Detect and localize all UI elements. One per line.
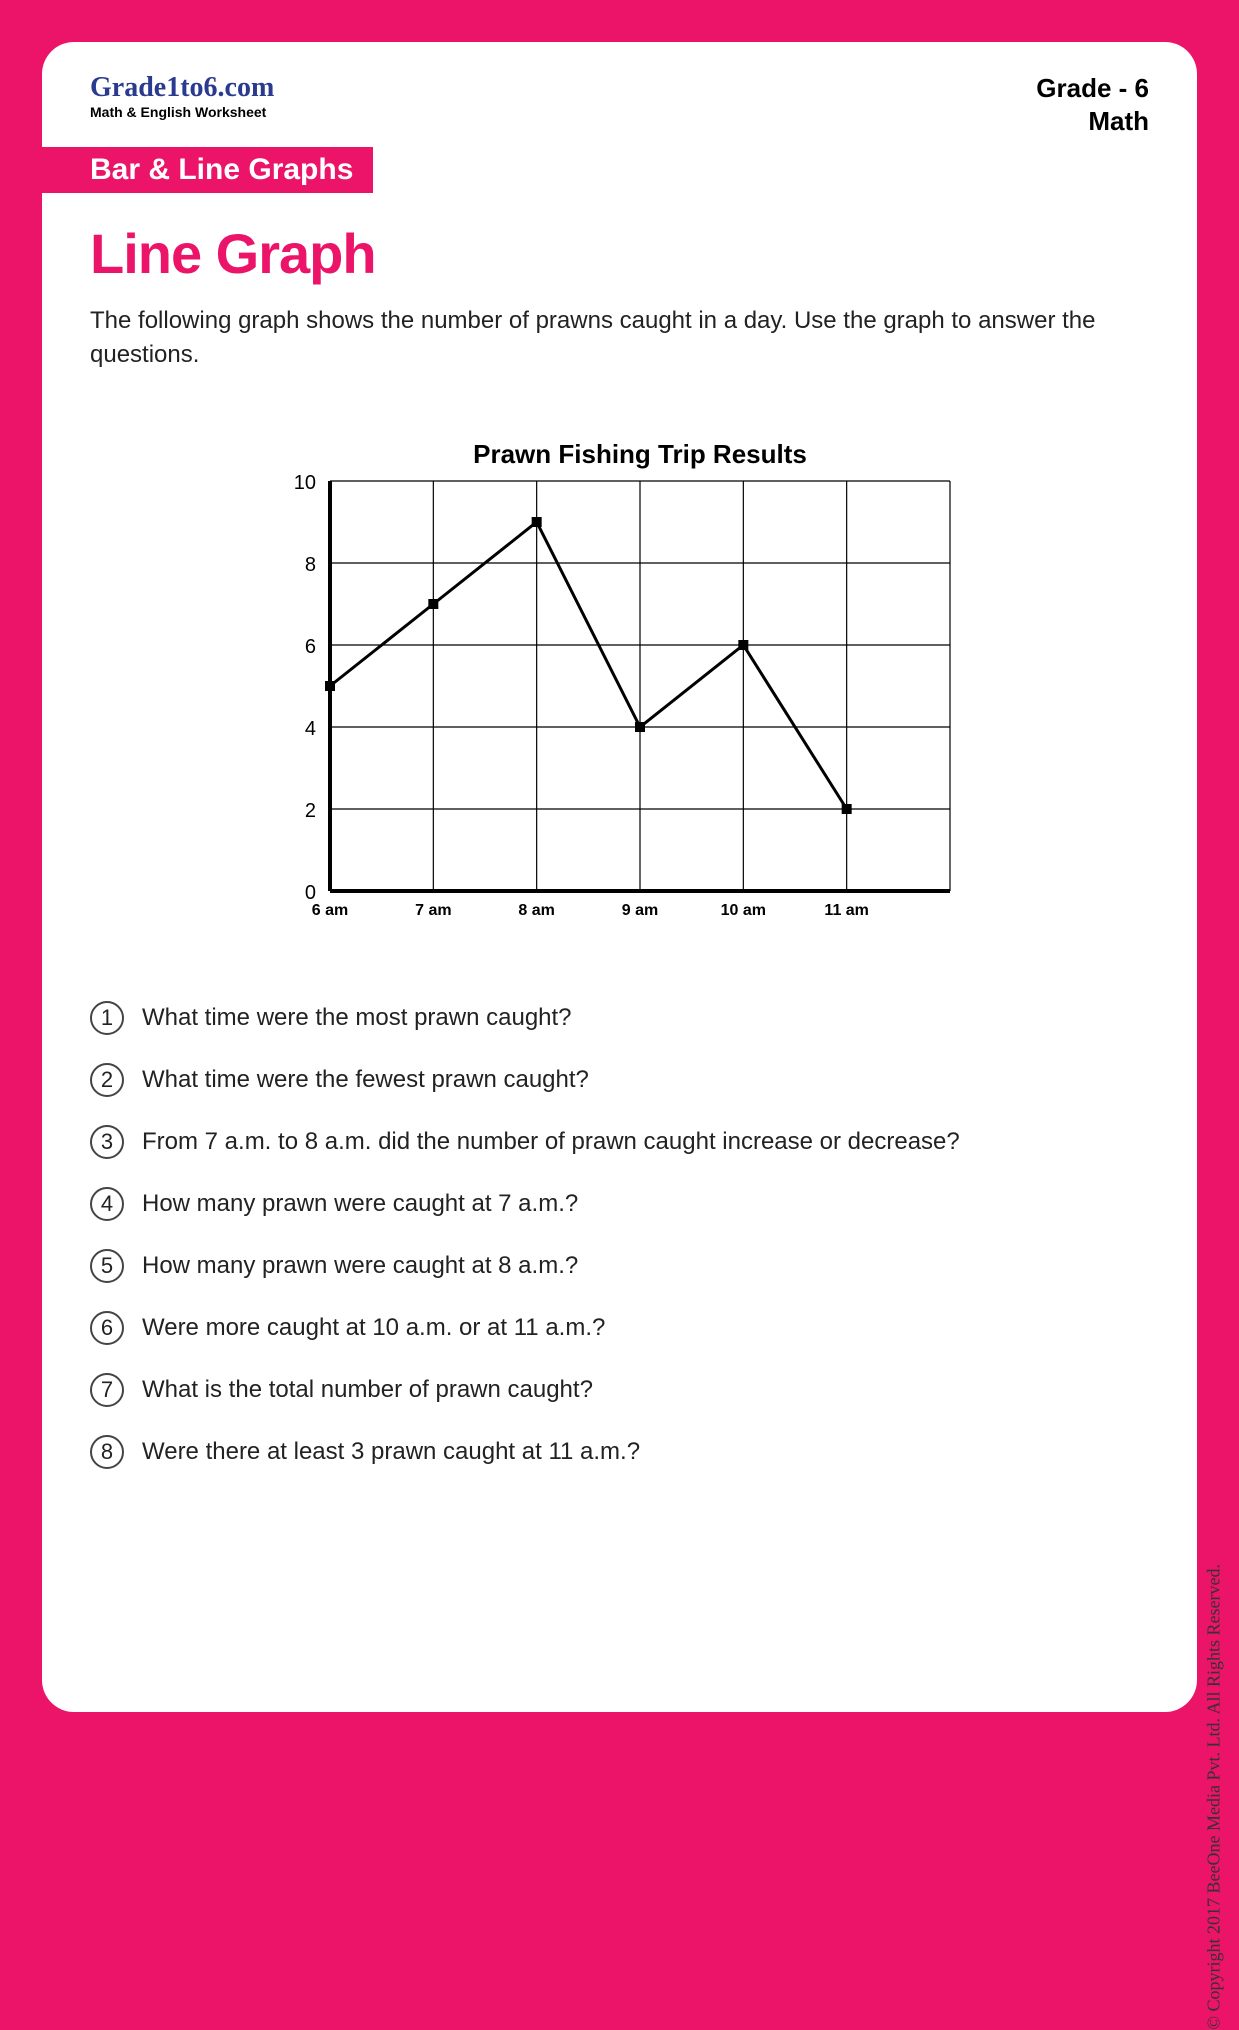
question-number: 6: [90, 1311, 124, 1345]
line-chart: Prawn Fishing Trip Results 0 2 4 6 8 10 6 am 7 a…: [270, 431, 970, 941]
question-number: 2: [90, 1063, 124, 1097]
svg-text:4: 4: [304, 718, 315, 740]
copyright-text: © Copyright 2017 BeeOne Media Pvt. Ltd. …: [1204, 1564, 1225, 2030]
question-item: 1 What time were the most prawn caught?: [90, 1001, 1149, 1035]
question-number: 4: [90, 1187, 124, 1221]
intro-text: The following graph shows the number of …: [90, 304, 1149, 371]
grade-line1: Grade - 6: [1036, 72, 1149, 105]
svg-text:9 am: 9 am: [621, 902, 657, 919]
question-text: From 7 a.m. to 8 a.m. did the number of …: [142, 1128, 960, 1156]
topic-banner: Bar & Line Graphs: [42, 147, 373, 193]
grade-block: Grade - 6 Math: [1036, 72, 1149, 137]
question-number: 8: [90, 1435, 124, 1469]
question-item: 8 Were there at least 3 prawn caught at 1…: [90, 1435, 1149, 1469]
question-text: What is the total number of prawn caught…: [142, 1376, 593, 1404]
worksheet-page: Grade1to6.com Math & English Worksheet G…: [42, 42, 1197, 1712]
question-list: 1What time were the most prawn caught?2W…: [90, 1001, 1149, 1469]
question-number: 5: [90, 1249, 124, 1283]
question-item: 5 How many prawn were caught at 8 a.m.?: [90, 1249, 1149, 1283]
svg-text:8 am: 8 am: [518, 902, 554, 919]
grade-line2: Math: [1036, 105, 1149, 138]
question-item: 4 How many prawn were caught at 7 a.m.?: [90, 1187, 1149, 1221]
question-item: 2 What time were the fewest prawn caught?: [90, 1063, 1149, 1097]
svg-text:10: 10: [293, 472, 315, 494]
question-text: How many prawn were caught at 8 a.m.?: [142, 1252, 578, 1280]
question-number: 3: [90, 1125, 124, 1159]
svg-text:10 am: 10 am: [720, 902, 765, 919]
svg-text:0: 0: [304, 882, 315, 904]
question-item: 3 From 7 a.m. to 8 a.m. did the number of…: [90, 1125, 1149, 1159]
page-title: Line Graph: [90, 221, 1149, 286]
brand-name: Grade1to6.com: [90, 72, 274, 104]
header: Grade1to6.com Math & English Worksheet G…: [90, 72, 1149, 137]
question-item: 7 What is the total number of prawn caugh…: [90, 1373, 1149, 1407]
brand-subtitle: Math & English Worksheet: [90, 104, 274, 120]
svg-text:Prawn Fishing Trip Results: Prawn Fishing Trip Results: [473, 439, 807, 469]
question-text: How many prawn were caught at 7 a.m.?: [142, 1190, 578, 1218]
question-number: 1: [90, 1001, 124, 1035]
question-text: What time were the fewest prawn caught?: [142, 1066, 589, 1094]
svg-text:11 am: 11 am: [824, 902, 868, 919]
svg-text:6: 6: [304, 636, 315, 658]
svg-text:6 am: 6 am: [311, 902, 347, 919]
svg-text:7 am: 7 am: [415, 902, 451, 919]
question-text: What time were the most prawn caught?: [142, 1004, 572, 1032]
svg-text:2: 2: [304, 800, 315, 822]
question-text: Were more caught at 10 a.m. or at 11 a.m…: [142, 1314, 605, 1342]
question-item: 6 Were more caught at 10 a.m. or at 11 a.…: [90, 1311, 1149, 1345]
brand: Grade1to6.com Math & English Worksheet: [90, 72, 274, 120]
svg-text:8: 8: [304, 554, 315, 576]
question-text: Were there at least 3 prawn caught at 11…: [142, 1438, 640, 1466]
chart-container: Prawn Fishing Trip Results 0 2 4 6 8 10 6 am 7 a…: [90, 431, 1149, 941]
question-number: 7: [90, 1373, 124, 1407]
